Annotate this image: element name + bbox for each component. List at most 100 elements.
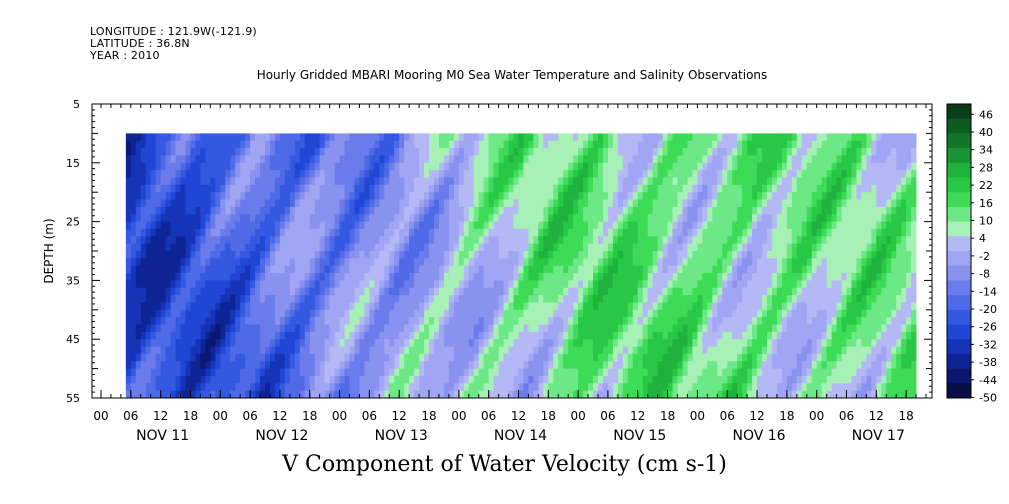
heatmap-cell — [394, 368, 400, 377]
heatmap-cell — [190, 133, 196, 142]
heatmap-cell — [717, 192, 723, 200]
heatmap-cell — [354, 206, 360, 215]
heatmap-cell — [269, 361, 276, 369]
heatmap-cell — [409, 221, 415, 230]
heatmap-cell — [622, 258, 629, 267]
heatmap-cell — [150, 140, 157, 149]
heatmap-cell — [543, 221, 549, 230]
heatmap-cell — [160, 148, 167, 156]
heatmap-cell — [433, 243, 440, 252]
heatmap-cell — [508, 133, 514, 142]
heatmap-cell — [513, 133, 519, 142]
heatmap-cell — [200, 133, 206, 142]
heatmap-cell — [299, 228, 306, 237]
heatmap-cell — [463, 383, 470, 392]
heatmap-cell — [732, 302, 738, 311]
heatmap-cell — [498, 353, 504, 362]
heatmap-cell — [568, 390, 574, 399]
heatmap-cell — [260, 309, 266, 318]
heatmap-cell — [602, 162, 609, 171]
heatmap-cell — [498, 148, 504, 156]
heatmap-cell — [190, 243, 196, 252]
heatmap-cell — [125, 287, 132, 296]
heatmap-cell — [468, 177, 475, 186]
heatmap-cell — [583, 192, 589, 200]
heatmap-cell — [588, 287, 594, 296]
heatmap-cell — [781, 221, 788, 230]
heatmap-cell — [379, 346, 385, 355]
heatmap-cell — [602, 280, 609, 289]
heatmap-cell — [762, 155, 768, 164]
heatmap-cell — [294, 155, 301, 164]
heatmap-cell — [622, 140, 629, 149]
heatmap-cell — [130, 133, 137, 142]
heatmap-cell — [260, 287, 266, 296]
heatmap-cell — [712, 390, 718, 399]
heatmap-cell — [135, 162, 142, 171]
heatmap-cell — [732, 199, 738, 208]
heatmap-cell — [503, 236, 509, 245]
heatmap-cell — [513, 199, 519, 208]
heatmap-cell — [170, 228, 176, 237]
heatmap-cell — [508, 302, 514, 311]
heatmap-cell — [612, 324, 619, 333]
heatmap-cell — [289, 324, 296, 333]
heatmap-cell — [215, 353, 221, 362]
heatmap-cell — [433, 390, 440, 399]
heatmap-cell — [757, 309, 763, 318]
heatmap-cell — [622, 361, 629, 369]
heatmap-cell — [702, 133, 708, 142]
heatmap-cell — [235, 192, 241, 200]
heatmap-cell — [811, 295, 818, 303]
heatmap-cell — [294, 280, 301, 289]
heatmap-cell — [786, 243, 793, 252]
heatmap-cell — [583, 199, 589, 208]
heatmap-cell — [344, 265, 350, 274]
heatmap-cell — [230, 228, 236, 237]
heatmap-cell — [334, 148, 340, 156]
heatmap-cell — [627, 353, 634, 362]
heatmap-cell — [488, 170, 495, 178]
heatmap-cell — [354, 184, 360, 193]
heatmap-cell — [220, 375, 226, 384]
heatmap-cell — [791, 368, 798, 377]
heatmap-cell — [712, 258, 718, 267]
heatmap-cell — [588, 339, 594, 347]
heatmap-cell — [578, 140, 584, 149]
heatmap-cell — [747, 361, 753, 369]
heatmap-cell — [538, 309, 544, 318]
heatmap-cell — [697, 184, 703, 193]
heatmap-cell — [752, 353, 758, 362]
heatmap-cell — [672, 317, 678, 325]
heatmap-cell — [250, 148, 256, 156]
heatmap-cell — [468, 339, 475, 347]
heatmap-cell — [563, 375, 569, 384]
heatmap-cell — [543, 302, 549, 311]
heatmap-cell — [737, 133, 743, 142]
heatmap-cell — [707, 309, 713, 318]
heatmap-cell — [558, 302, 564, 311]
heatmap-cell — [463, 368, 470, 377]
heatmap-cell — [130, 302, 137, 311]
heatmap-cell — [269, 199, 276, 208]
heatmap-cell — [776, 273, 783, 281]
heatmap-cell — [294, 133, 301, 142]
heatmap-cell — [647, 170, 654, 178]
heatmap-cell — [195, 155, 201, 164]
heatmap-cell — [463, 133, 470, 142]
heatmap-cell — [752, 199, 758, 208]
heatmap-cell — [657, 148, 664, 156]
heatmap-cell — [488, 228, 495, 237]
heatmap-cell — [389, 317, 395, 325]
heatmap-cell — [717, 346, 723, 355]
heatmap-cell — [811, 214, 818, 222]
heatmap-cell — [766, 251, 773, 259]
heatmap-cell — [190, 251, 196, 259]
heatmap-cell — [707, 243, 713, 252]
heatmap-cell — [722, 243, 728, 252]
heatmap-cell — [334, 192, 340, 200]
heatmap-cell — [404, 390, 410, 399]
heatmap-cell — [319, 206, 326, 215]
heatmap-cell — [742, 199, 748, 208]
heatmap-cell — [652, 280, 659, 289]
